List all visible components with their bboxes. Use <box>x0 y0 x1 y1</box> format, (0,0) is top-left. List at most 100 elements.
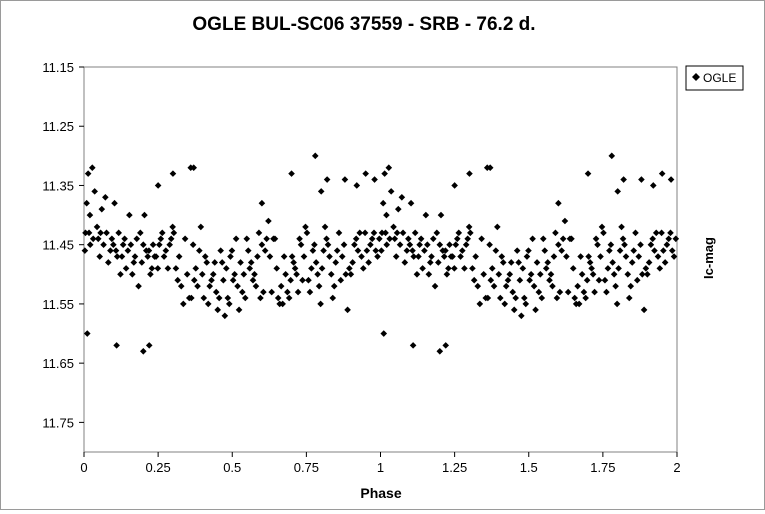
data-point <box>203 259 211 266</box>
data-point <box>476 300 484 308</box>
data-point <box>113 342 120 349</box>
data-point <box>225 300 233 308</box>
data-point <box>437 211 445 219</box>
data-point <box>516 276 524 284</box>
data-point <box>137 229 144 237</box>
data-point <box>451 182 458 189</box>
data-point <box>515 259 522 266</box>
data-point <box>217 247 224 254</box>
data-point <box>453 235 461 243</box>
data-point <box>342 271 350 278</box>
data-point <box>499 259 507 266</box>
data-point <box>431 282 439 290</box>
data-point <box>501 300 509 308</box>
x-tick-label: 0.25 <box>145 460 170 475</box>
data-point <box>349 259 356 266</box>
data-point <box>604 265 612 272</box>
data-point <box>133 235 141 243</box>
data-point <box>558 247 565 254</box>
data-point <box>591 288 598 296</box>
data-point <box>263 235 270 243</box>
data-point <box>365 259 372 266</box>
data-point <box>367 241 374 248</box>
data-point <box>561 217 569 225</box>
data-point <box>103 229 110 237</box>
data-point <box>280 253 288 260</box>
data-point <box>649 182 657 189</box>
data-point <box>607 241 615 248</box>
data-point <box>440 253 448 260</box>
data-point <box>235 306 243 314</box>
data-point <box>372 247 380 254</box>
data-point <box>296 235 303 243</box>
data-point <box>337 276 345 284</box>
data-point <box>486 164 494 171</box>
data-point <box>145 247 153 254</box>
data-point <box>436 348 444 355</box>
data-point <box>323 176 331 183</box>
data-point <box>352 235 360 243</box>
data-point <box>141 211 148 219</box>
data-point <box>218 259 226 266</box>
data-point <box>670 253 678 260</box>
data-point <box>158 229 166 237</box>
data-point <box>498 253 506 260</box>
data-point <box>467 229 474 237</box>
data-point <box>180 300 187 308</box>
data-point <box>371 176 378 183</box>
data-point <box>509 288 517 296</box>
data-point <box>382 229 389 237</box>
data-point <box>580 288 588 296</box>
data-point <box>614 188 621 195</box>
data-point <box>622 253 630 260</box>
data-point <box>258 241 266 248</box>
data-point <box>656 265 664 272</box>
data-point <box>167 235 175 243</box>
data-point <box>252 282 260 290</box>
data-point <box>495 271 503 278</box>
data-point <box>610 271 618 278</box>
data-point <box>513 247 521 254</box>
data-point <box>188 294 195 302</box>
data-point <box>549 282 556 290</box>
data-point <box>199 271 206 278</box>
legend-box <box>685 65 744 91</box>
chart-title: OGLE BUL-SC06 37559 - SRB - 76.2 d. <box>192 14 535 35</box>
data-point <box>192 265 200 272</box>
data-point <box>537 271 544 278</box>
data-point <box>392 253 400 260</box>
data-point <box>140 241 147 248</box>
data-point <box>672 235 680 243</box>
data-point <box>542 265 550 272</box>
data-point <box>243 235 251 243</box>
data-point <box>172 265 180 272</box>
data-point <box>597 253 604 260</box>
data-point <box>353 182 361 189</box>
data-point <box>190 276 198 284</box>
data-point <box>620 176 627 183</box>
data-point <box>290 259 297 266</box>
data-point <box>135 282 142 290</box>
data-point <box>409 247 416 254</box>
data-point <box>148 265 156 272</box>
y-tick-label: 11.45 <box>42 238 74 253</box>
data-point <box>398 194 406 201</box>
data-point <box>305 276 312 284</box>
data-point <box>291 265 299 272</box>
data-point <box>288 253 296 260</box>
data-point <box>154 182 162 189</box>
data-point <box>144 253 152 260</box>
data-point <box>406 241 414 248</box>
data-point <box>145 342 153 349</box>
data-point <box>667 176 675 183</box>
data-point <box>287 276 294 284</box>
data-point <box>261 247 269 254</box>
data-point <box>329 294 337 302</box>
y-tick-label: 11.35 <box>42 178 74 193</box>
data-point <box>589 271 597 278</box>
data-point <box>327 271 335 278</box>
data-point <box>462 241 470 248</box>
data-point <box>224 294 232 302</box>
data-point <box>625 294 633 302</box>
